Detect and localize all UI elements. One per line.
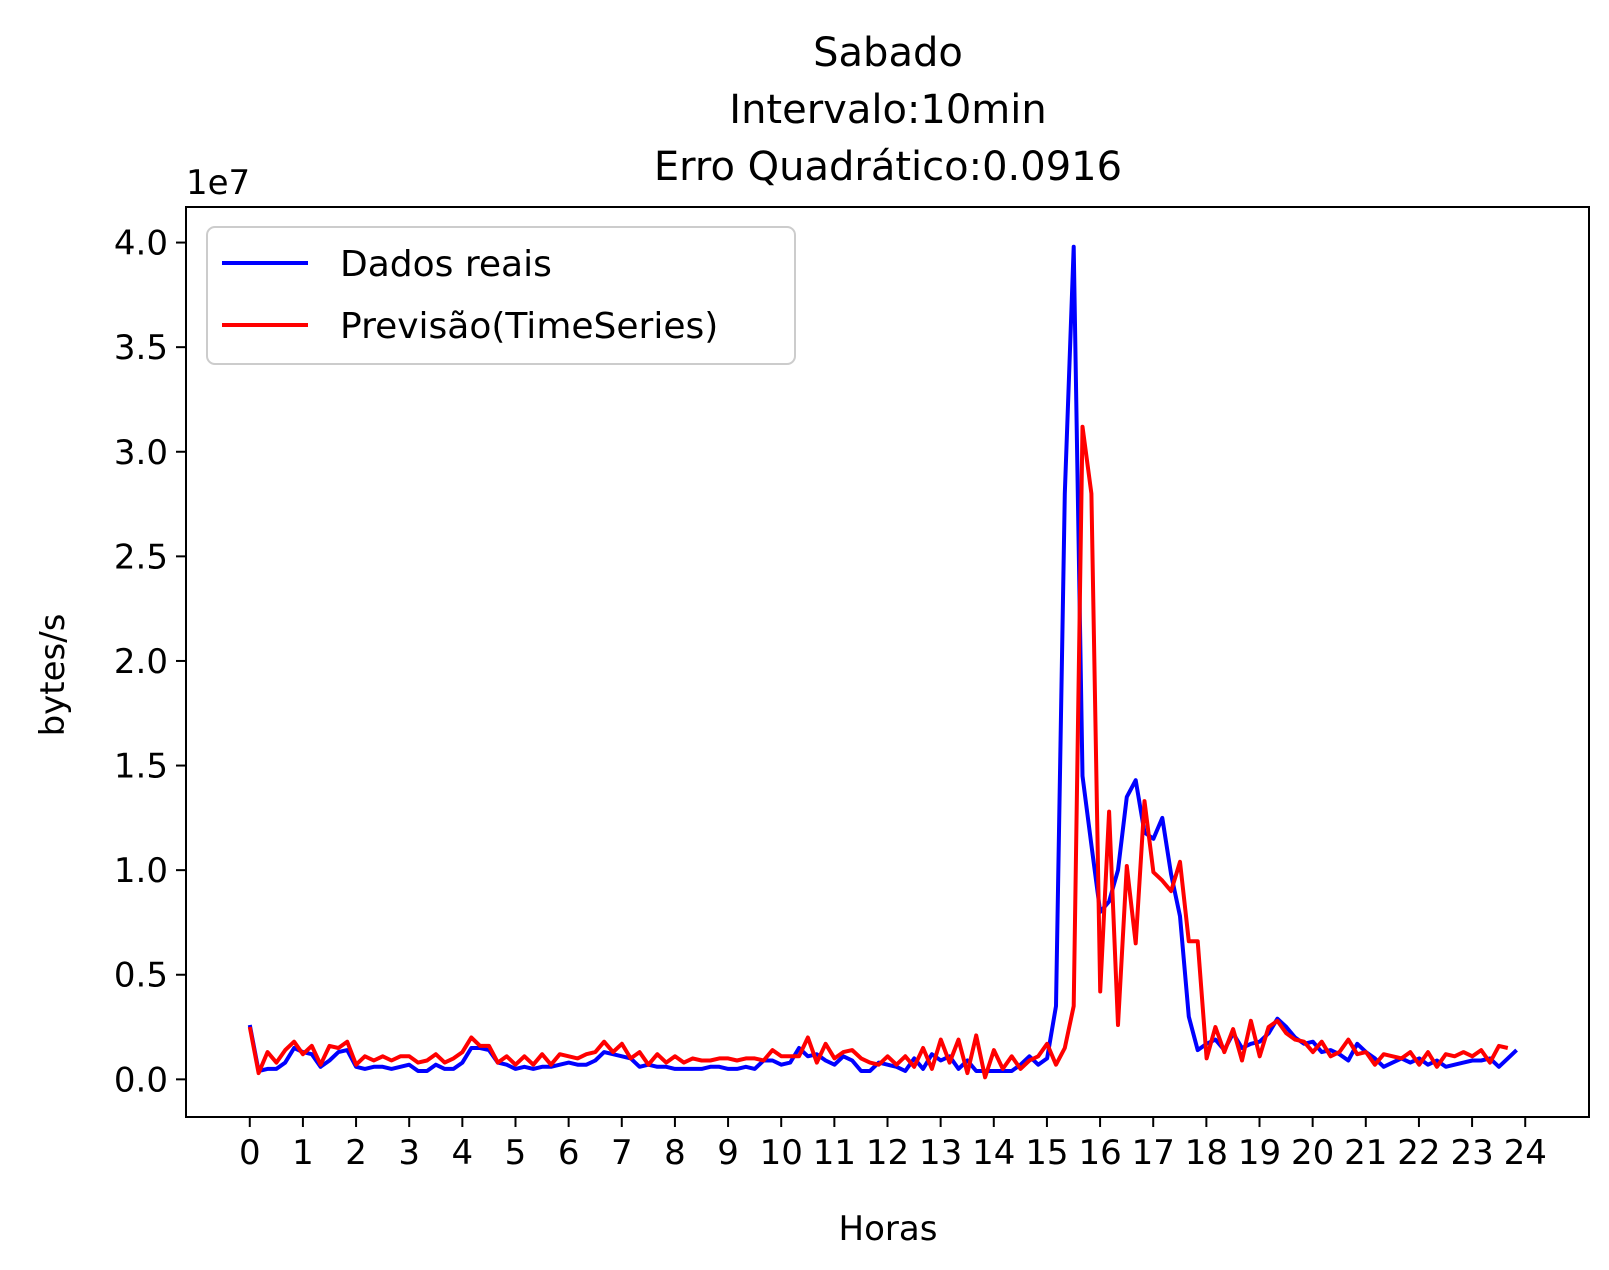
x-tick-label: 12: [866, 1133, 909, 1173]
legend: Dados reais Previsão(TimeSeries): [206, 226, 796, 365]
y-tick-label: 4.0: [114, 224, 168, 264]
x-tick-label: 11: [813, 1133, 856, 1173]
title-line-3: Erro Quadrático:0.0916: [654, 144, 1122, 190]
x-tick-label: 13: [919, 1133, 962, 1173]
x-tick-label: 2: [345, 1133, 367, 1173]
x-tick-label: 20: [1291, 1133, 1334, 1173]
x-tick-label: 5: [505, 1133, 527, 1173]
x-tick-label: 22: [1397, 1133, 1440, 1173]
x-tick-label: 14: [972, 1133, 1015, 1173]
x-tick-label: 8: [664, 1133, 686, 1173]
x-axis: 0 1 2 3 4 5 6 7 8 9 10 11 12 13 14 15 16 17 18 19 20 21 22 23 24: [239, 1117, 1547, 1173]
plot-area: 0 1 2 3 4 5 6 7 8 9 10 11 12 13 14 15 16 17 18 19 20 21 22 23 24…: [114, 206, 1590, 1173]
series-line-previsao: [247, 424, 1509, 1080]
y-tick-label: 3.5: [114, 328, 168, 368]
title-line-1: Sabado: [813, 30, 963, 76]
x-tick-label: 17: [1132, 1133, 1175, 1173]
x-tick-label: 7: [611, 1133, 633, 1173]
x-tick-label: 6: [558, 1133, 580, 1173]
legend-box: [206, 226, 796, 365]
series-layer: [247, 244, 1518, 1080]
x-tick-label: 0: [239, 1133, 261, 1173]
y-tick-label: 1.5: [114, 747, 168, 787]
x-tick-label: 4: [452, 1133, 474, 1173]
x-tick-label: 9: [717, 1133, 739, 1173]
legend-label-previsao: Previsão(TimeSeries): [340, 306, 718, 347]
x-tick-label: 24: [1504, 1133, 1547, 1173]
x-tick-label: 16: [1078, 1133, 1121, 1173]
y-offset-label: 1e7: [186, 163, 250, 203]
x-axis-label: Horas: [839, 1209, 938, 1249]
x-tick-label: 15: [1025, 1133, 1068, 1173]
x-tick-label: 1: [292, 1133, 314, 1173]
y-tick-label: 2.0: [114, 642, 168, 682]
x-tick-label: 21: [1344, 1133, 1387, 1173]
chart-title: Sabado Intervalo:10min Erro Quadrático:0…: [654, 30, 1122, 190]
y-tick-label: 0.5: [114, 956, 168, 996]
title-line-2: Intervalo:10min: [729, 87, 1046, 133]
x-tick-label: 19: [1238, 1133, 1281, 1173]
y-tick-label: 2.5: [114, 537, 168, 577]
x-tick-label: 3: [398, 1133, 420, 1173]
y-axis-label: bytes/s: [33, 614, 73, 737]
legend-label-dados-reais: Dados reais: [340, 244, 552, 285]
y-tick-label: 1.0: [114, 851, 168, 891]
y-tick-label: 3.0: [114, 433, 168, 473]
y-axis: 0.0 0.5 1.0 1.5 2.0 2.5 3.0 3.5 4.0: [114, 224, 186, 1100]
x-tick-label: 10: [760, 1133, 803, 1173]
x-tick-label: 18: [1185, 1133, 1228, 1173]
y-tick-label: 0.0: [114, 1060, 168, 1100]
x-tick-label: 23: [1450, 1133, 1493, 1173]
